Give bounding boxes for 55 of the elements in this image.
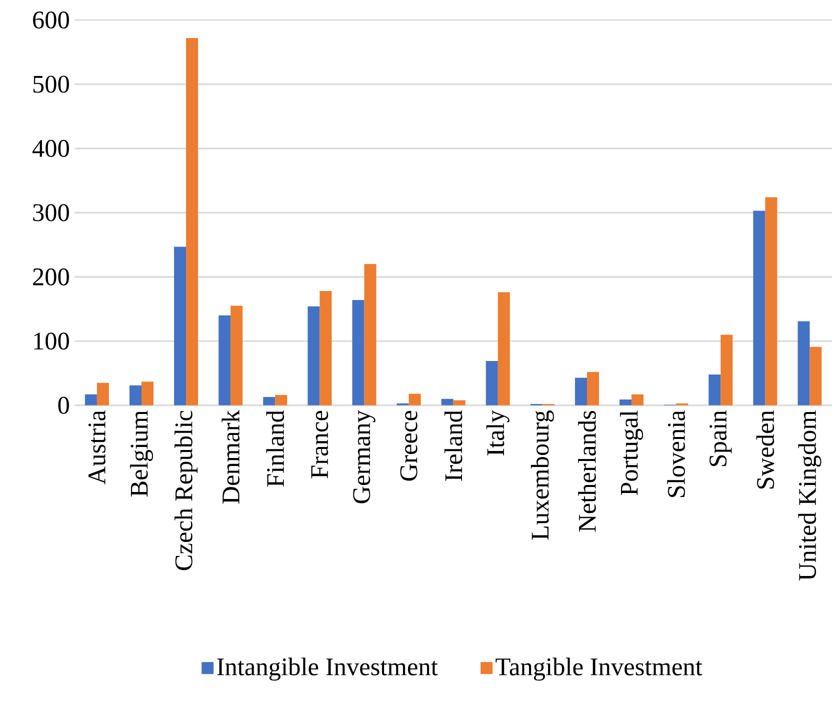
x-tick-label: Greece xyxy=(400,410,418,481)
y-tick-label: 300 xyxy=(33,204,69,222)
bar xyxy=(810,346,822,406)
bar xyxy=(620,400,632,406)
y-tick-label: 0 xyxy=(58,396,69,414)
bar xyxy=(441,398,454,406)
bar xyxy=(498,292,510,406)
x-tick-label: Finland xyxy=(266,410,284,487)
x-tick-label: France xyxy=(311,410,328,478)
bar xyxy=(275,395,288,406)
bar xyxy=(708,374,721,406)
x-tick-label: Netherlands xyxy=(578,410,596,532)
y-tick-label: 600 xyxy=(33,11,69,29)
bar xyxy=(486,361,498,406)
bar xyxy=(586,372,599,406)
bar xyxy=(129,385,142,406)
bar xyxy=(96,382,109,406)
bar xyxy=(230,306,243,406)
x-tick-label: Belgium xyxy=(130,410,154,497)
x-tick-label: Sweden xyxy=(756,410,774,489)
bar xyxy=(218,315,231,406)
bar xyxy=(364,264,376,406)
bar xyxy=(408,394,421,406)
x-tick-label: Germany xyxy=(353,410,376,504)
bar xyxy=(574,378,587,406)
x-tick-label: Spain xyxy=(710,410,732,466)
x-tick-label: Slovenia xyxy=(667,410,685,498)
bar xyxy=(352,300,364,406)
bar xyxy=(798,321,810,406)
x-tick-label: United Kingdom xyxy=(798,410,822,581)
x-tick-label: Italy xyxy=(486,410,510,456)
bar xyxy=(263,396,276,406)
x-tick-label: Denmark xyxy=(222,410,240,504)
bar xyxy=(453,400,466,406)
bar xyxy=(174,246,186,406)
bar xyxy=(753,210,766,406)
legend-label: Tangible Investment xyxy=(496,658,702,681)
y-tick-label: 500 xyxy=(33,76,69,93)
bar xyxy=(320,291,332,406)
x-tick-label: Czech Republic xyxy=(174,410,198,570)
bar xyxy=(84,394,97,406)
bar xyxy=(632,394,644,406)
x-tick-label: Austria xyxy=(88,410,106,484)
y-tick-label: 100 xyxy=(34,332,69,350)
bar xyxy=(765,197,778,406)
x-tick-label: Luxembourg xyxy=(530,410,554,540)
x-tick-label: Ireland xyxy=(444,410,462,481)
bar xyxy=(308,306,320,406)
legend-label: Intangible Investment xyxy=(217,658,438,681)
y-tick-label: 400 xyxy=(32,140,69,157)
y-tick-label: 200 xyxy=(33,268,69,286)
bar xyxy=(141,382,154,406)
bar xyxy=(186,38,198,406)
x-tick-label: Portugal xyxy=(620,410,644,496)
bar xyxy=(720,334,733,406)
